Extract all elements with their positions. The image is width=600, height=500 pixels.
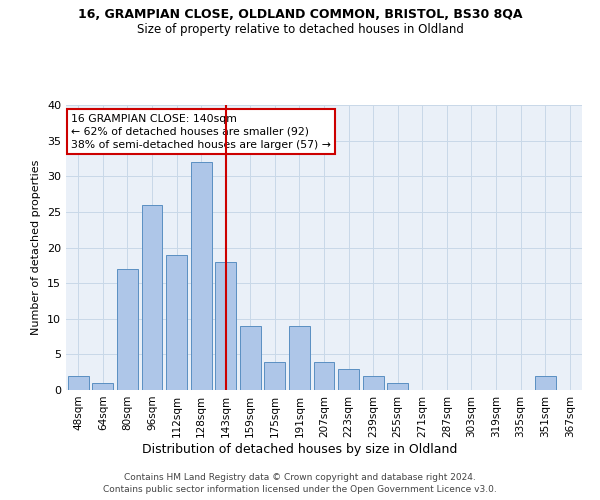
- Text: Distribution of detached houses by size in Oldland: Distribution of detached houses by size …: [142, 442, 458, 456]
- Bar: [191, 162, 212, 390]
- Bar: [535, 376, 556, 390]
- Bar: [117, 269, 138, 390]
- Bar: [362, 376, 383, 390]
- Bar: [387, 383, 408, 390]
- Bar: [215, 262, 236, 390]
- Bar: [92, 383, 113, 390]
- Text: 16, GRAMPIAN CLOSE, OLDLAND COMMON, BRISTOL, BS30 8QA: 16, GRAMPIAN CLOSE, OLDLAND COMMON, BRIS…: [78, 8, 522, 20]
- Bar: [166, 254, 187, 390]
- Text: 16 GRAMPIAN CLOSE: 140sqm
← 62% of detached houses are smaller (92)
38% of semi-: 16 GRAMPIAN CLOSE: 140sqm ← 62% of detac…: [71, 114, 331, 150]
- Bar: [265, 362, 286, 390]
- Bar: [314, 362, 334, 390]
- Bar: [289, 326, 310, 390]
- Text: Contains public sector information licensed under the Open Government Licence v3: Contains public sector information licen…: [103, 485, 497, 494]
- Bar: [240, 326, 261, 390]
- Bar: [338, 368, 359, 390]
- Text: Size of property relative to detached houses in Oldland: Size of property relative to detached ho…: [137, 22, 463, 36]
- Y-axis label: Number of detached properties: Number of detached properties: [31, 160, 41, 335]
- Text: Contains HM Land Registry data © Crown copyright and database right 2024.: Contains HM Land Registry data © Crown c…: [124, 472, 476, 482]
- Bar: [68, 376, 89, 390]
- Bar: [142, 205, 163, 390]
